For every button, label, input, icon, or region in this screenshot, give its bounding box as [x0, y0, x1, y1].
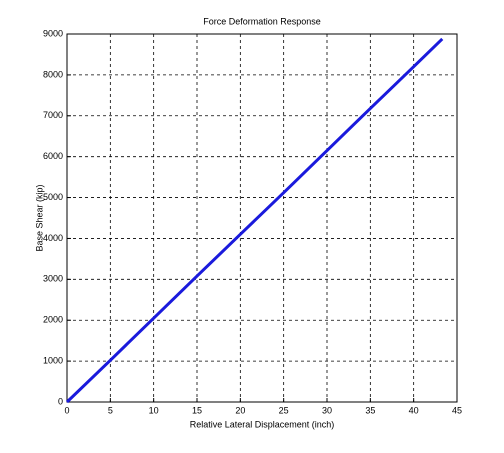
x-tick-label: 15 [192, 405, 202, 415]
y-axis-label: Base Shear (kip) [34, 184, 44, 251]
x-tick-label: 35 [365, 405, 375, 415]
y-tick-label: 1000 [43, 355, 63, 365]
x-tick-label: 5 [108, 405, 113, 415]
x-tick-label: 0 [64, 405, 69, 415]
y-tick-label: 8000 [43, 69, 63, 79]
y-tick-label: 7000 [43, 110, 63, 120]
x-tick-label: 30 [322, 405, 332, 415]
y-tick-label: 0 [58, 396, 63, 406]
x-tick-label: 45 [452, 405, 462, 415]
y-tick-label: 4000 [43, 233, 63, 243]
y-tick-label: 3000 [43, 274, 63, 284]
chart-title: Force Deformation Response [203, 16, 321, 26]
x-axis-label: Relative Lateral Displacement (inch) [190, 419, 335, 429]
x-tick-label: 40 [409, 405, 419, 415]
x-tick-label: 25 [279, 405, 289, 415]
x-tick-label: 20 [235, 405, 245, 415]
data-line [65, 37, 444, 404]
y-tick-label: 6000 [43, 151, 63, 161]
x-tick-label: 10 [149, 405, 159, 415]
y-tick-label: 9000 [43, 28, 63, 38]
plot-frame [66, 33, 458, 403]
y-tick-label: 5000 [43, 192, 63, 202]
y-tick-label: 2000 [43, 315, 63, 325]
